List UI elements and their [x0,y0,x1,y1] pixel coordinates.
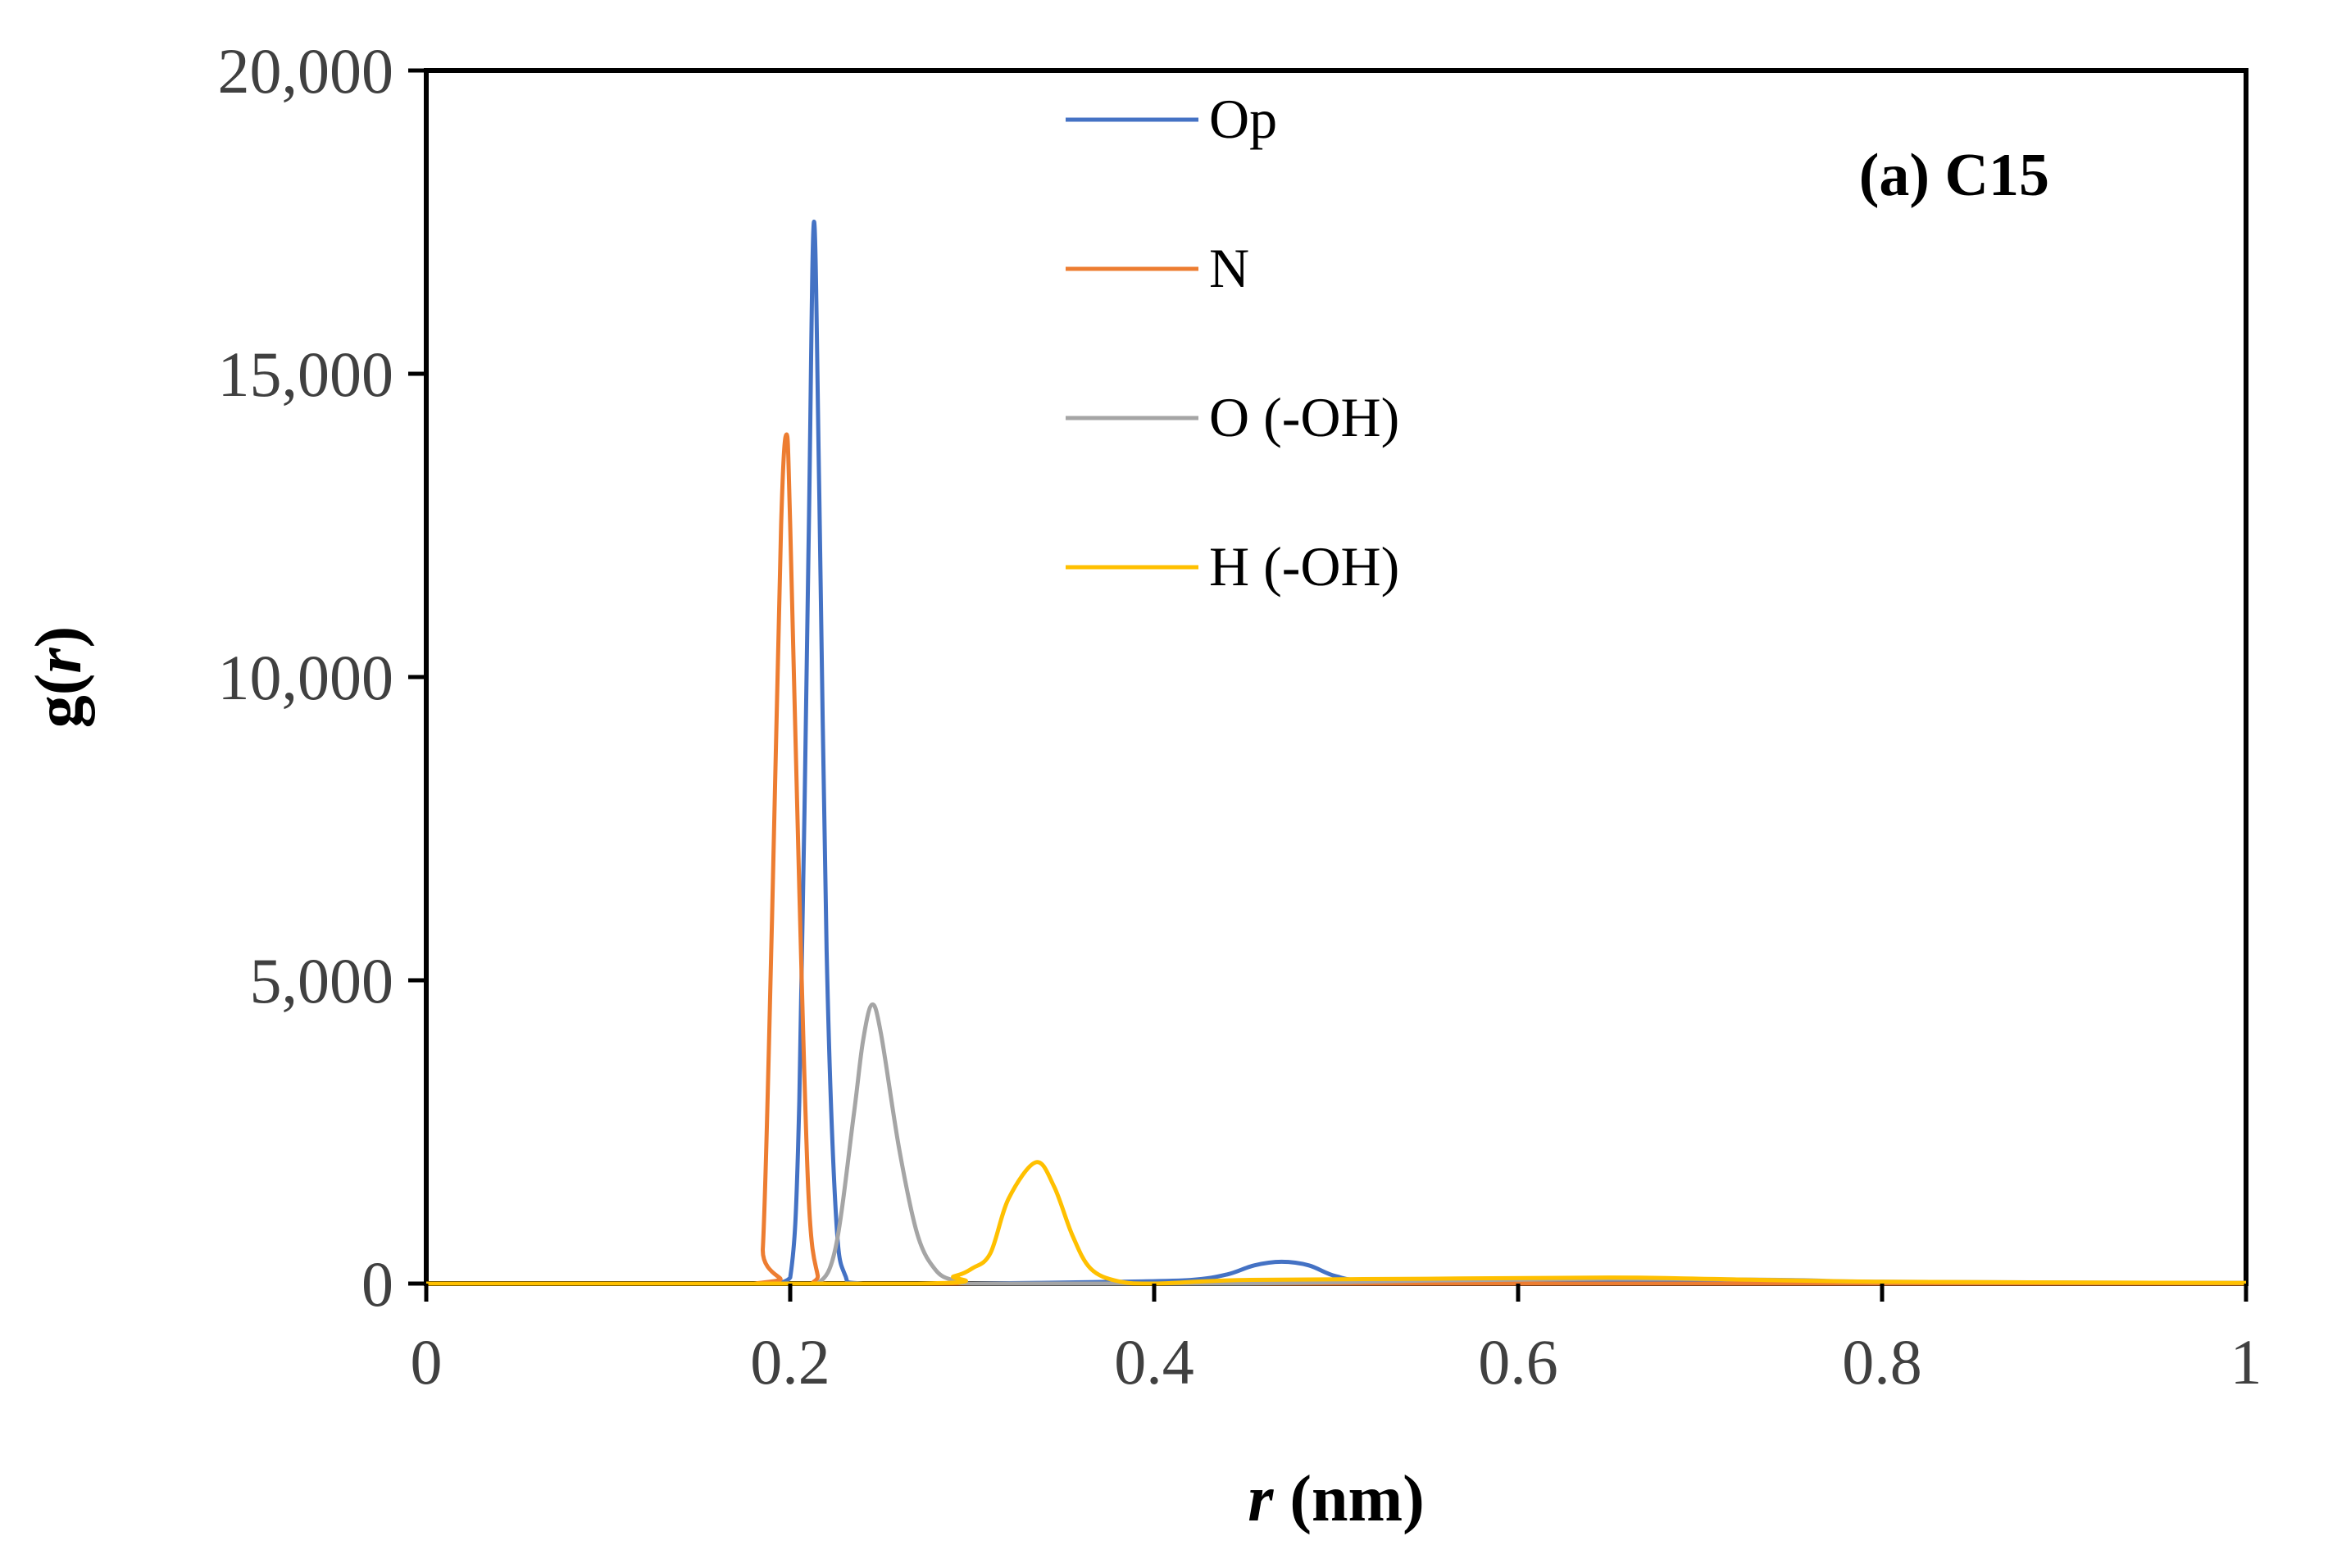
panel-label: (a) C15 [1859,142,2049,209]
x-axis-title-unit: (nm) [1273,1463,1424,1535]
legend-label-op: Op [1209,88,1277,150]
x-tick-label: 1 [2230,1326,2262,1398]
y-axis-ticks: 0 5,000 10,000 15,000 20,000 [218,35,426,1320]
y-axis-title-symbol: r [23,648,95,674]
x-tick-label: 0.2 [750,1326,830,1398]
y-axis-title-pre: g( [23,674,95,729]
x-axis-title: r (nm) [1248,1463,1425,1535]
x-tick-label: 0.6 [1478,1326,1558,1398]
y-tick-label: 15,000 [218,339,394,410]
y-tick-label: 20,000 [218,35,394,107]
plot-area [424,68,2248,1286]
series-curves [425,220,2247,1286]
x-axis-title-symbol: r [1248,1463,1274,1535]
x-axis-ticks: 0 0.2 0.4 0.6 0.8 1 [411,1284,2262,1398]
series-line-h-oh [425,1160,2247,1286]
legend: Op N O (-OH) H (-OH) [1066,88,1399,598]
y-axis-title: g(r) [23,626,95,728]
x-tick-label: 0 [411,1326,443,1398]
y-tick-label: 10,000 [218,642,394,713]
legend-label-h-oh: H (-OH) [1209,535,1399,598]
x-tick-label: 0.4 [1114,1326,1194,1398]
y-tick-label: 0 [361,1248,393,1320]
legend-label-o-oh: O (-OH) [1209,386,1399,448]
x-tick-label: 0.8 [1842,1326,1922,1398]
y-axis-title-post: ) [23,626,95,648]
y-tick-label: 5,000 [250,945,394,1016]
legend-label-n: N [1209,237,1249,299]
series-line-n [425,432,2246,1286]
